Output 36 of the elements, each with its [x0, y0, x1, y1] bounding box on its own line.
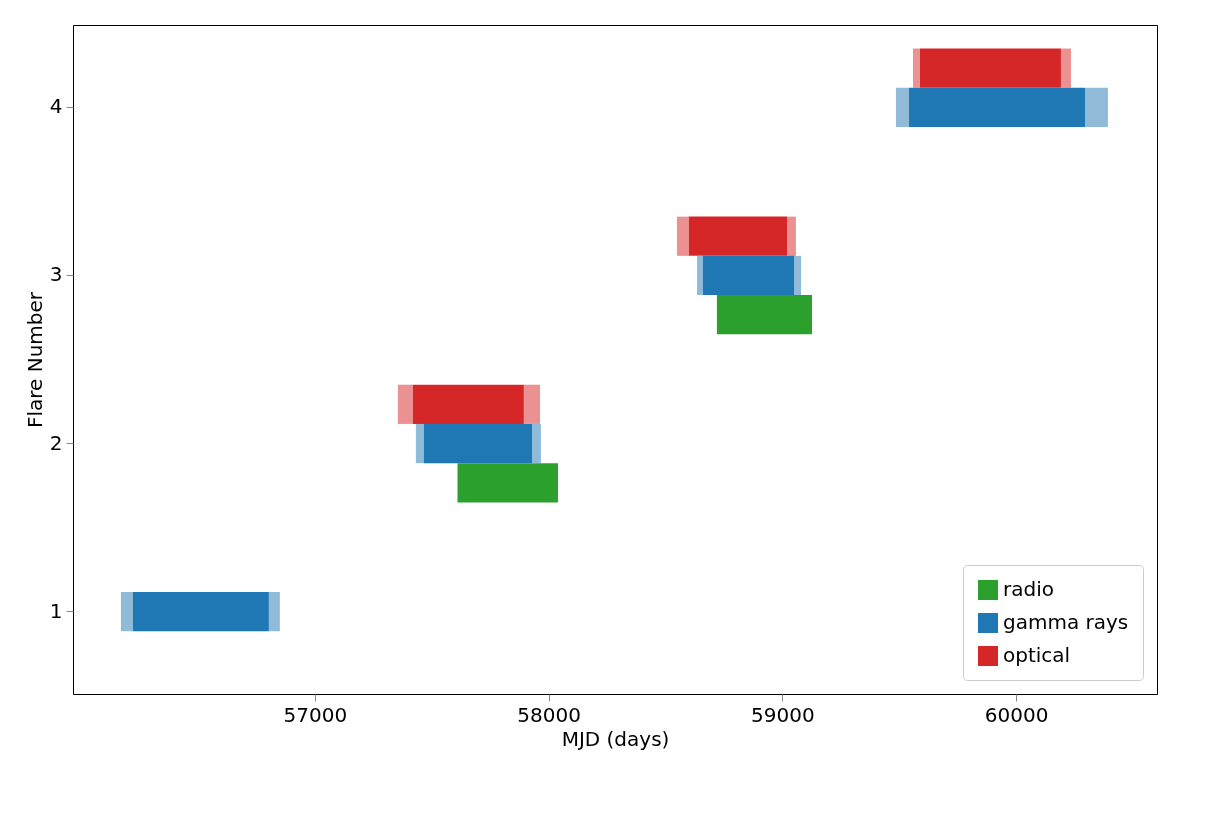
y-axis-title: Flare Number	[22, 291, 47, 429]
x-tick-label: 57000	[283, 702, 348, 727]
bar	[920, 48, 1061, 88]
bar	[120, 592, 133, 632]
bar	[457, 463, 558, 503]
bar	[697, 255, 703, 296]
y-tick-label: 1	[49, 598, 63, 623]
x-tick-label: 58000	[517, 702, 581, 727]
legend-label: optical	[1003, 643, 1071, 667]
bar	[1060, 48, 1071, 88]
bar	[132, 592, 269, 632]
legend-label: gamma rays	[1003, 610, 1129, 634]
bar	[1085, 87, 1108, 127]
bar	[268, 592, 280, 632]
bar	[688, 216, 788, 256]
bar	[415, 423, 424, 464]
x-tick-label: 60000	[984, 702, 1049, 727]
legend-label: radio	[1003, 577, 1054, 601]
x-axis-title: MJD (days)	[561, 726, 670, 751]
bar	[412, 384, 524, 424]
bar	[397, 384, 413, 424]
bar	[523, 384, 540, 424]
y-tick-label: 4	[49, 94, 63, 119]
bar	[532, 423, 541, 464]
bar	[787, 216, 796, 256]
bar	[716, 295, 813, 335]
bar	[676, 216, 689, 256]
bar	[702, 255, 795, 296]
bar	[895, 87, 910, 127]
bar	[912, 48, 921, 88]
y-tick-label: 3	[49, 262, 63, 287]
x-tick-label: 59000	[751, 702, 815, 727]
bar	[794, 255, 802, 296]
bar	[909, 87, 1086, 127]
bar	[423, 423, 533, 464]
y-tick-label: 2	[49, 430, 63, 455]
